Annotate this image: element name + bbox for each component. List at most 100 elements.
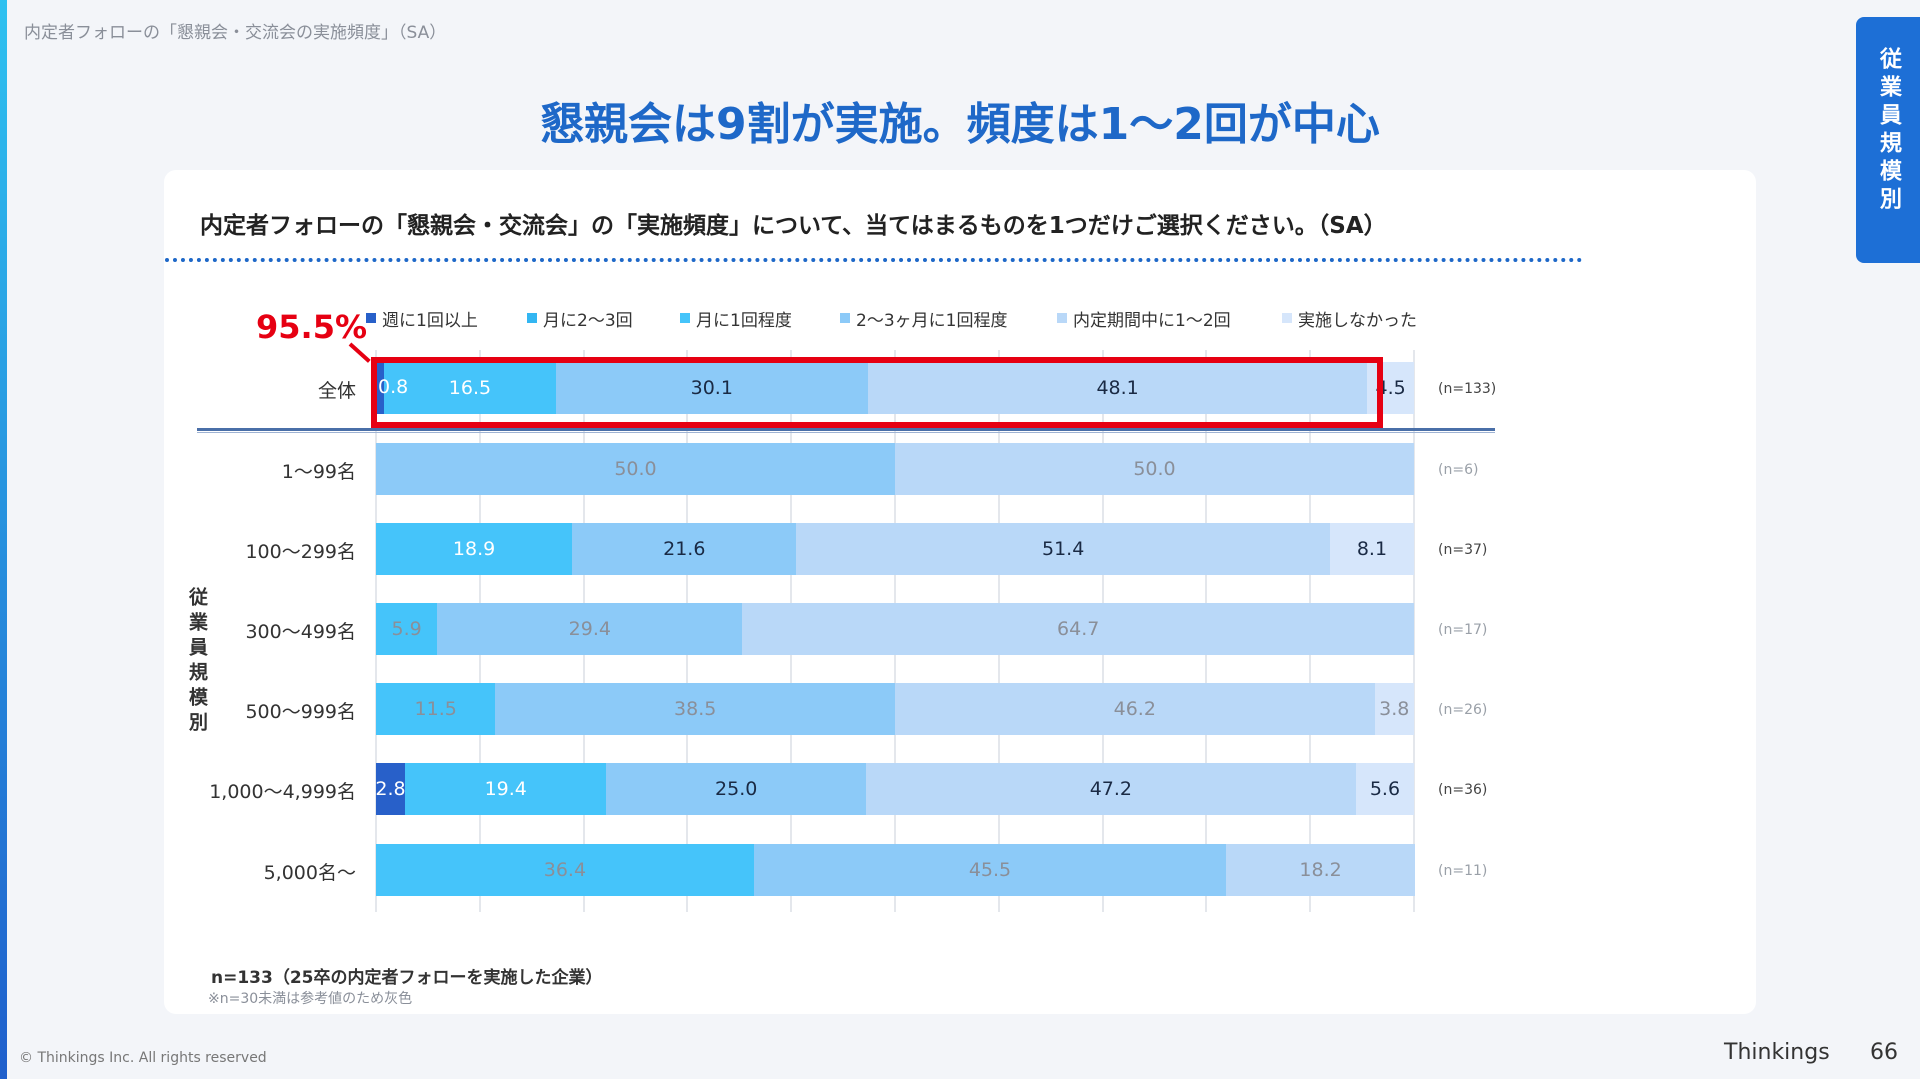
- row-n-label: (n=36): [1438, 782, 1488, 798]
- survey-question: 内定者フォローの「懇親会・交流会」の「実施頻度」について、当てはまるものを1つだ…: [200, 213, 1387, 239]
- brand-name: Thinkings: [1724, 1040, 1830, 1065]
- grey-note: ※n=30未満は参考値のため灰色: [208, 991, 413, 1007]
- legend-label: 実施しなかった: [1298, 310, 1417, 331]
- bar-segment: 25.0: [606, 763, 866, 815]
- total-row-divider-thin: [197, 432, 1495, 433]
- bar-segment: 38.5: [495, 683, 895, 735]
- bar-value-label: 5.6: [1369, 778, 1401, 800]
- bar-segment: 18.2: [1226, 844, 1416, 896]
- legend-item: 実施しなかった: [1282, 306, 1417, 331]
- legend-item: 内定期間中に1〜2回: [1057, 306, 1231, 331]
- legend-swatch: [366, 313, 376, 323]
- bar-segment: 19.4: [405, 763, 607, 815]
- side-tab-employee-size[interactable]: 従業員規模別: [1856, 17, 1920, 263]
- row-n-label: (n=37): [1438, 542, 1488, 558]
- bar-value-label: 29.4: [568, 618, 611, 640]
- dotted-divider: [165, 258, 1583, 262]
- bar-value-label: 11.5: [414, 698, 457, 720]
- bar-segment: [376, 362, 385, 414]
- bar-segment: 47.2: [865, 763, 1356, 815]
- row-n-label: (n=6): [1438, 462, 1479, 478]
- bar-value-label: 50.0: [1133, 458, 1176, 480]
- legend-swatch: [1057, 313, 1067, 323]
- highlight-percentage: 95.5%: [256, 308, 368, 346]
- bar-segment: 8.1: [1329, 523, 1414, 575]
- row-n-label: (n=11): [1438, 863, 1488, 879]
- bar-value-label: 45.5: [968, 859, 1012, 881]
- legend-item: 週に1回以上: [366, 306, 478, 331]
- side-tab-label: 従業員規模別: [1876, 47, 1901, 215]
- row-n-label: (n=133): [1438, 381, 1497, 397]
- bar-value-label: 47.2: [1089, 778, 1133, 800]
- row-label: 500〜999名: [245, 701, 356, 723]
- bar-value-label: 3.8: [1379, 698, 1410, 720]
- legend-label: 月に1回程度: [696, 310, 792, 331]
- bar-value-label: 19.4: [484, 778, 527, 800]
- legend-swatch: [840, 313, 850, 323]
- row-n-label: (n=26): [1438, 702, 1488, 718]
- bar-value-label: 2.8: [375, 778, 406, 800]
- row-n-label: (n=17): [1438, 622, 1488, 638]
- left-accent-stripe: [0, 0, 7, 1079]
- bar-segment: 11.5: [376, 683, 496, 735]
- gridline: [1413, 350, 1415, 912]
- legend-item: 2〜3ヶ月に1回程度: [840, 306, 1008, 331]
- bar-segment: 50.0: [895, 443, 1414, 495]
- bar-segment: 29.4: [437, 603, 743, 655]
- legend-item: 月に1回程度: [680, 306, 792, 331]
- bar-segment: 50.0: [376, 443, 895, 495]
- bar-segment: 5.9: [376, 603, 438, 655]
- bar-value-label: 46.2: [1113, 698, 1156, 720]
- bar-value-label: 25.0: [715, 778, 758, 800]
- highlight-box: [371, 357, 1383, 428]
- page-number: 66: [1870, 1040, 1898, 1065]
- bar-value-label: 38.5: [674, 698, 717, 720]
- bar-value-label: 48.1: [1096, 377, 1139, 399]
- bar-value-label: 36.4: [543, 859, 587, 881]
- sample-note: n=133（25卒の内定者フォローを実施した企業）: [211, 968, 603, 988]
- breadcrumb: 内定者フォローの「懇親会・交流会の実施頻度」（SA）: [24, 23, 447, 43]
- bar-segment: 5.6: [1355, 763, 1414, 815]
- legend-label: 月に2〜3回: [543, 310, 633, 331]
- total-row-divider: [197, 428, 1495, 431]
- bar-value-label: 4.5: [1375, 377, 1406, 399]
- row-label: 1,000〜4,999名: [209, 781, 356, 803]
- bar-segment: 30.1: [555, 362, 868, 414]
- bar-value-label: 5.9: [391, 618, 422, 640]
- bar-segment: 48.1: [868, 362, 1368, 414]
- row-label: 1〜99名: [281, 461, 356, 483]
- group-axis-label: 従業員規模別: [186, 587, 208, 737]
- legend-item: 月に2〜3回: [527, 306, 633, 331]
- bar-segment: 64.7: [742, 603, 1414, 655]
- bar-segment: 21.6: [572, 523, 797, 575]
- bar-value-label: 18.2: [1299, 859, 1342, 881]
- row-label: 全体: [317, 380, 356, 402]
- legend-swatch: [680, 313, 690, 323]
- bar-value-label: 16.5: [448, 377, 492, 399]
- bar-value-label: 64.7: [1057, 618, 1100, 640]
- legend-label: 週に1回以上: [382, 310, 478, 331]
- bar-value-label: 50.0: [614, 458, 657, 480]
- bar-value-label: 51.4: [1041, 538, 1085, 560]
- page-headline: 懇親会は9割が実施。頻度は1〜2回が中心: [540, 99, 1380, 150]
- bar-segment: 45.5: [753, 844, 1227, 896]
- bar-value-label: 18.9: [452, 538, 496, 560]
- bar-value-label: 8.1: [1356, 538, 1388, 560]
- row-label: 5,000名〜: [263, 862, 356, 884]
- legend-swatch: [527, 313, 537, 323]
- row-label: 100〜299名: [245, 541, 356, 563]
- copyright: © Thinkings Inc. All rights reserved: [19, 1050, 267, 1066]
- legend-label: 2〜3ヶ月に1回程度: [856, 310, 1008, 331]
- bar-segment: 16.5: [384, 362, 556, 414]
- legend-swatch: [1282, 313, 1292, 323]
- bar-segment: 3.8: [1374, 683, 1414, 735]
- bar-segment: 46.2: [895, 683, 1375, 735]
- row-label: 300〜499名: [245, 621, 356, 643]
- bar-segment: 18.9: [376, 523, 573, 575]
- bar-segment: 51.4: [796, 523, 1330, 575]
- bar-value-label: 21.6: [663, 538, 706, 560]
- bar-segment: 4.5: [1367, 362, 1414, 414]
- bar-value-label: 0.8: [378, 376, 409, 398]
- bar-segment: 2.8: [375, 763, 406, 815]
- bar-value-label: 30.1: [690, 377, 733, 399]
